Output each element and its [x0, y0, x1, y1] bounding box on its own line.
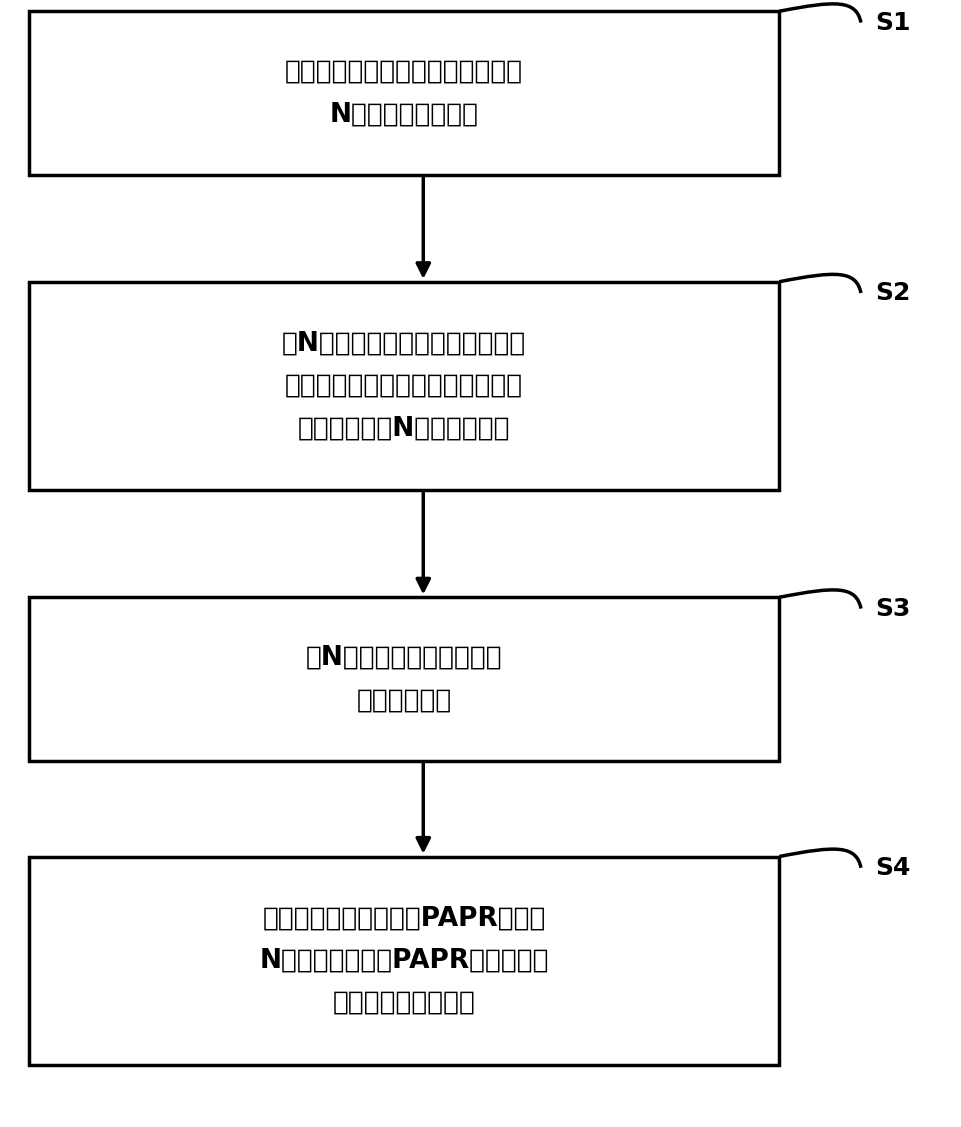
Text: S4: S4: [875, 855, 910, 880]
Text: 对N组预发射信号进行快速: 对N组预发射信号进行快速: [306, 645, 502, 671]
Text: 预发射信号进行发送: 预发射信号进行发送: [333, 990, 475, 1015]
Text: 傅里叶逆变换: 傅里叶逆变换: [356, 687, 452, 713]
Text: 提供有用信号数据流和随机产生的: 提供有用信号数据流和随机产生的: [284, 59, 523, 85]
Bar: [29, 857, 778, 1065]
Bar: [29, 597, 778, 761]
Text: S3: S3: [875, 596, 910, 621]
Text: 将N组虚拟信号数据流分别与有用: 将N组虚拟信号数据流分别与有用: [282, 331, 526, 357]
Bar: [29, 282, 778, 490]
Text: N组预发射信号中PAPR最小的一组: N组预发射信号中PAPR最小的一组: [259, 948, 548, 974]
Text: N组虚拟信号数据流: N组虚拟信号数据流: [330, 101, 478, 127]
Text: 计算每组预发射信号的PAPR，选择: 计算每组预发射信号的PAPR，选择: [262, 906, 545, 932]
Text: 天线上，得到N组预发射信号: 天线上，得到N组预发射信号: [298, 415, 509, 441]
Text: 信号数据流通过预编码映射到发射: 信号数据流通过预编码映射到发射: [284, 373, 523, 399]
Bar: [29, 11, 778, 175]
Text: S2: S2: [875, 281, 910, 305]
Text: S1: S1: [875, 10, 910, 35]
